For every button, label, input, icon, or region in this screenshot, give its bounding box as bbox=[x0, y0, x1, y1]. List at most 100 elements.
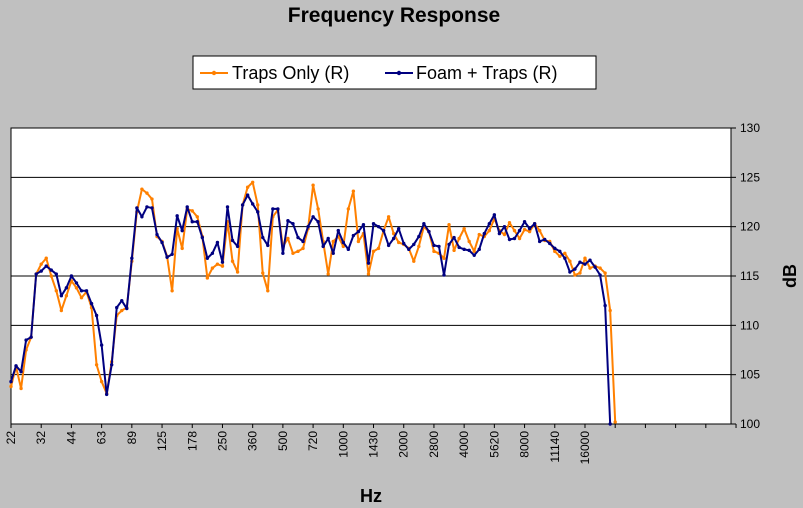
data-point bbox=[64, 294, 69, 298]
data-point bbox=[613, 420, 617, 424]
data-point bbox=[84, 289, 89, 293]
data-point bbox=[502, 232, 507, 237]
data-point bbox=[140, 215, 144, 219]
data-point bbox=[34, 272, 38, 276]
data-point bbox=[79, 289, 84, 293]
data-point bbox=[412, 242, 416, 247]
data-point bbox=[548, 241, 552, 246]
data-point bbox=[442, 256, 446, 260]
y-tick-label: 105 bbox=[740, 368, 760, 382]
data-point bbox=[271, 207, 275, 211]
data-point bbox=[558, 249, 562, 254]
data-point bbox=[170, 252, 174, 256]
data-point bbox=[527, 229, 532, 234]
x-axis: 22 32 44 63 89 125 178 250 360 500 720 1000 1430 2000… bbox=[4, 424, 737, 464]
data-point bbox=[407, 247, 411, 252]
data-point bbox=[215, 262, 220, 266]
data-point bbox=[180, 228, 184, 233]
data-point bbox=[553, 249, 557, 254]
x-tick-label: 32 bbox=[34, 431, 48, 445]
data-point bbox=[527, 226, 532, 231]
x-tick-label: 500 bbox=[276, 431, 290, 451]
y-tick-label: 130 bbox=[740, 121, 760, 135]
data-point bbox=[452, 235, 456, 240]
data-point bbox=[44, 256, 48, 260]
data-point bbox=[120, 308, 124, 313]
data-point bbox=[366, 272, 371, 276]
data-point bbox=[487, 228, 492, 233]
data-point bbox=[291, 222, 295, 226]
data-point bbox=[326, 236, 330, 241]
y-axis-title: dB bbox=[780, 264, 800, 288]
data-point bbox=[296, 235, 300, 240]
data-point bbox=[235, 270, 240, 274]
chart-title: Frequency Response bbox=[288, 4, 500, 27]
data-point bbox=[507, 221, 512, 225]
data-point bbox=[376, 224, 381, 229]
data-point bbox=[130, 256, 134, 260]
data-point bbox=[256, 203, 260, 207]
x-tick-label: 63 bbox=[95, 431, 109, 445]
data-point bbox=[74, 286, 79, 290]
data-point bbox=[250, 180, 255, 184]
data-point bbox=[502, 224, 507, 229]
data-point bbox=[9, 379, 13, 384]
data-point bbox=[306, 224, 310, 229]
data-point bbox=[200, 235, 205, 240]
data-point bbox=[583, 262, 587, 266]
data-point bbox=[356, 239, 361, 244]
data-point bbox=[563, 251, 567, 256]
data-point bbox=[261, 235, 265, 240]
legend-marker-traps-only bbox=[211, 70, 217, 76]
data-point bbox=[150, 206, 154, 210]
data-point bbox=[205, 276, 210, 280]
data-point bbox=[361, 222, 366, 227]
data-point bbox=[316, 220, 320, 224]
data-point bbox=[104, 392, 109, 397]
data-point bbox=[115, 305, 119, 310]
data-point bbox=[517, 228, 522, 233]
data-point bbox=[235, 244, 240, 249]
data-point bbox=[240, 203, 245, 207]
data-point bbox=[432, 249, 436, 254]
x-tick-label: 5620 bbox=[487, 431, 501, 458]
data-point bbox=[165, 255, 169, 259]
x-tick-label: 11140 bbox=[548, 431, 562, 463]
data-point bbox=[296, 249, 300, 254]
data-point bbox=[99, 379, 104, 384]
data-point bbox=[220, 264, 225, 268]
data-point bbox=[175, 214, 179, 218]
data-point bbox=[205, 256, 210, 260]
data-point bbox=[210, 266, 215, 270]
data-point bbox=[155, 232, 159, 237]
x-tick-label: 360 bbox=[246, 431, 260, 451]
x-tick-label: 8000 bbox=[518, 431, 532, 458]
data-point bbox=[125, 306, 129, 311]
data-point bbox=[477, 247, 481, 252]
data-point bbox=[135, 206, 139, 210]
legend: Traps Only (R) Foam + Traps (R) bbox=[192, 55, 597, 90]
data-point bbox=[170, 289, 174, 293]
data-point bbox=[190, 220, 194, 224]
data-point bbox=[140, 187, 144, 191]
data-point bbox=[422, 222, 426, 226]
data-point bbox=[215, 240, 220, 245]
data-point bbox=[54, 289, 59, 293]
data-point bbox=[336, 228, 340, 233]
data-point bbox=[462, 247, 466, 252]
data-point bbox=[351, 189, 356, 193]
data-point bbox=[150, 197, 154, 201]
data-point bbox=[578, 271, 582, 275]
data-point bbox=[381, 228, 386, 233]
x-tick-label: 4000 bbox=[457, 431, 471, 458]
data-point bbox=[94, 313, 99, 318]
data-point bbox=[266, 243, 270, 248]
data-point bbox=[195, 215, 199, 219]
data-point bbox=[210, 251, 215, 256]
data-point bbox=[492, 213, 497, 217]
data-point bbox=[447, 242, 451, 247]
data-point bbox=[537, 228, 542, 233]
data-point bbox=[69, 274, 74, 278]
data-point bbox=[608, 422, 612, 426]
data-point bbox=[230, 259, 235, 263]
